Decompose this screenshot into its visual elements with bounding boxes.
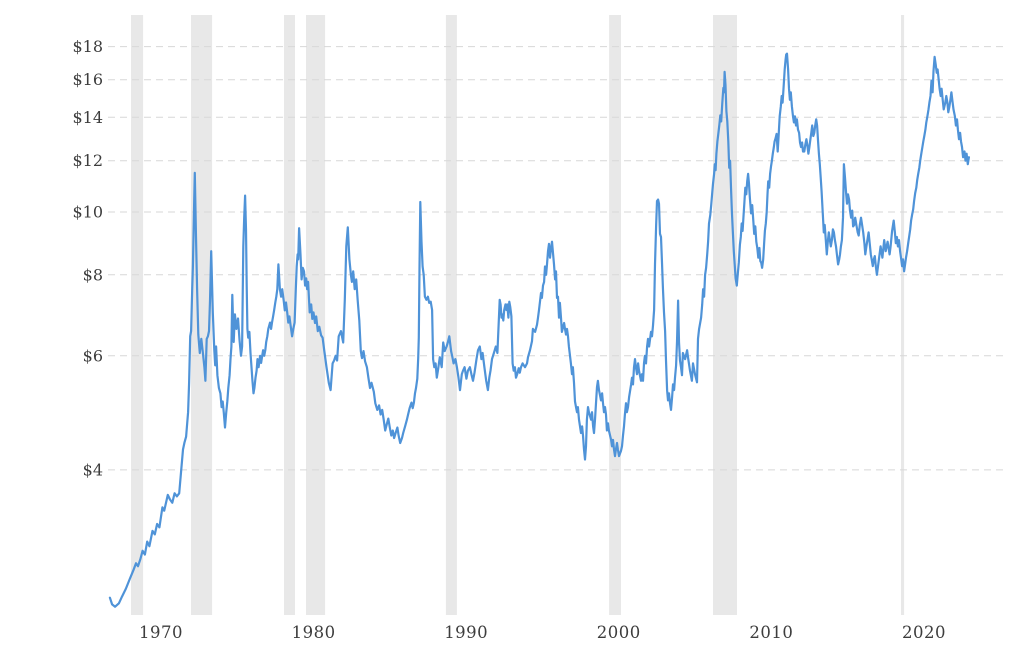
x-axis-label: 2020: [902, 623, 946, 642]
y-axis-label: $10: [72, 203, 103, 222]
y-axis-label: $4: [83, 460, 103, 479]
recession-band: [131, 15, 144, 615]
recession-band: [713, 15, 737, 615]
recession-band: [901, 15, 905, 615]
recession-band: [306, 15, 326, 615]
recession-band: [284, 15, 295, 615]
recession-band: [445, 15, 457, 615]
y-axis-label: $18: [72, 37, 103, 56]
x-axis-label: 2000: [597, 623, 641, 642]
y-axis-label: $16: [72, 70, 103, 89]
x-axis-label: 1970: [139, 623, 183, 642]
y-axis-label: $8: [83, 265, 103, 284]
x-axis-label: 1990: [444, 623, 488, 642]
x-axis-label: 1980: [292, 623, 336, 642]
recession-band: [609, 15, 621, 615]
price-line: [108, 52, 970, 608]
y-axis-label: $14: [72, 108, 103, 127]
y-axis-label: $12: [72, 151, 103, 170]
x-axis-label: 2010: [749, 623, 793, 642]
y-axis-label: $6: [83, 346, 103, 365]
recession-band: [191, 15, 213, 615]
